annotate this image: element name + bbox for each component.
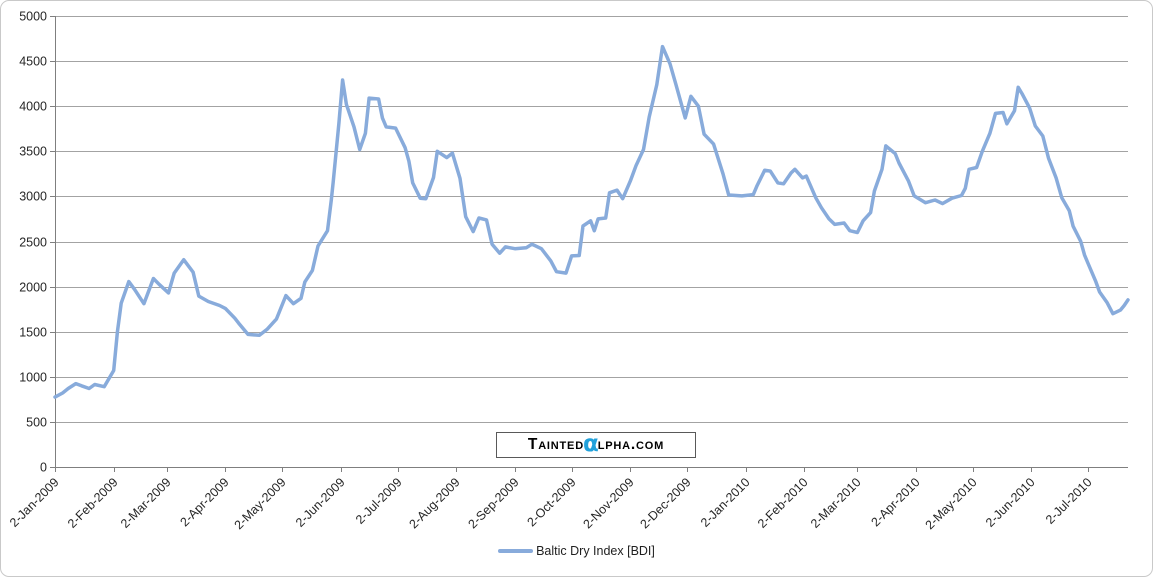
y-tick-label: 2500 (19, 236, 47, 250)
y-tick-label: 4500 (19, 55, 47, 69)
bdi-series-line (53, 44, 1130, 399)
x-tick-label: 2-Apr-2009 (177, 475, 231, 529)
x-tick-label: 2-Feb-2009 (65, 475, 121, 531)
x-tick-label: 2-Feb-2010 (755, 475, 811, 531)
y-tick-label: 1000 (19, 371, 47, 385)
x-tick-label: 2-May-2009 (232, 475, 289, 532)
x-tick-label: 2-Mar-2009 (118, 475, 174, 531)
x-tick-label: 2-Aug-2009 (407, 475, 463, 531)
x-tick-label: 2-Sep-2009 (466, 475, 522, 531)
legend-label: Baltic Dry Index [BDI] (536, 543, 655, 558)
watermark-alpha-glyph: α (582, 430, 599, 457)
y-tick-label: 4000 (19, 100, 47, 114)
x-tick-label: 2-Jul-2010 (1043, 475, 1095, 527)
x-tick-label: 2-May-2010 (923, 475, 980, 532)
y-tick-label: 2000 (19, 281, 47, 295)
x-tick-label: 2-Jan-2010 (698, 475, 753, 530)
x-tick-label: 2-Jun-2009 (293, 475, 348, 530)
y-tick-label: 5000 (19, 10, 47, 24)
legend-line-swatch (498, 549, 534, 553)
x-tick-label: 2-Dec-2009 (638, 475, 694, 531)
y-tick-label: 1500 (19, 326, 47, 340)
y-tick-label: 0 (40, 461, 47, 475)
x-tick-label: 2-Jun-2010 (983, 475, 1038, 530)
legend: Baltic Dry Index [BDI] (1, 543, 1152, 559)
x-tick-label: 2-Apr-2010 (868, 475, 922, 529)
y-tick-label: 3500 (19, 145, 47, 159)
watermark-prefix: Tainted (527, 436, 584, 454)
y-tick-label: 500 (26, 416, 47, 430)
x-tick-label: 2-Nov-2009 (581, 475, 637, 531)
x-tick-label: 2-Jan-2009 (7, 475, 62, 530)
watermark-suffix: lpha.com (597, 436, 665, 454)
watermark-box: Tainted α lpha.com (496, 432, 696, 458)
x-tick-label: 2-Jul-2009 (353, 475, 405, 527)
x-tick-label: 2-Oct-2009 (525, 475, 579, 529)
y-tick-label: 3000 (19, 190, 47, 204)
x-tick-label: 2-Mar-2010 (808, 475, 864, 531)
